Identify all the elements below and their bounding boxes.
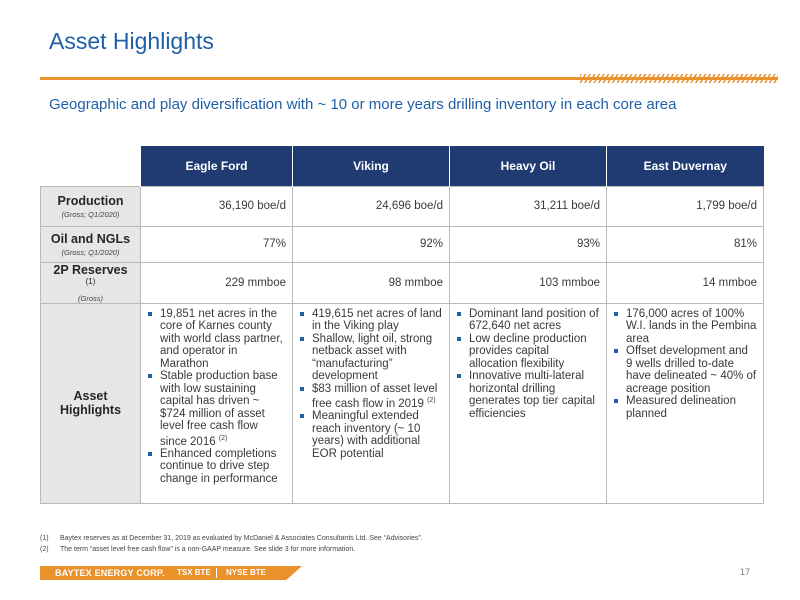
cell-production-viking: 24,696 boe/d	[292, 185, 450, 227]
table-row-highlights: Asset Highlights 19,851 net acres in the…	[40, 302, 764, 504]
list-item: Enhanced completions continue to drive s…	[147, 448, 286, 486]
row-label-text: Asset Highlights	[59, 389, 122, 418]
table-row-oil-ngls: Oil and NGLs (Gross; Q1/2020) 77% 92% 93…	[40, 225, 764, 263]
list-item: Offset development and 9 wells drilled t…	[613, 345, 757, 395]
row-label-text: 2P Reserves (1)	[47, 263, 134, 292]
footer-tsx-ticker: TSX BTE	[177, 568, 211, 577]
footer-nyse-ticker: NYSE BTE	[226, 568, 267, 577]
page-title: Asset Highlights	[49, 28, 214, 54]
cell-highlights-heavy-oil: Dominant land position of 672,640 net ac…	[449, 302, 607, 504]
bullet-list: 419,615 net acres of land in the Viking …	[299, 308, 443, 461]
footer-company-logo: BAYTEX ENERGY CORP.	[55, 568, 165, 578]
list-item: 176,000 acres of 100% W.I. lands in the …	[613, 308, 757, 346]
list-item: 19,851 net acres in the core of Karnes c…	[147, 308, 286, 371]
footnote-text: Baytex reserves as at December 31, 2019 …	[60, 535, 423, 542]
list-item: Low decline production provides capital …	[456, 333, 600, 371]
cell-oil-ngls-heavy-oil: 93%	[449, 225, 607, 263]
bullet-list: 176,000 acres of 100% W.I. lands in the …	[613, 308, 757, 421]
cell-highlights-east-duvernay: 176,000 acres of 100% W.I. lands in the …	[606, 302, 764, 504]
cell-reserves-heavy-oil: 103 mmboe	[449, 261, 607, 304]
list-item: Measured delineation planned	[613, 395, 757, 420]
bullet-list: Dominant land position of 672,640 net ac…	[456, 308, 600, 421]
list-item: Innovative multi-lateral horizontal dril…	[456, 370, 600, 420]
table-header-row: Eagle Ford Viking Heavy Oil East Duverna…	[40, 146, 764, 186]
header-blank-cell	[40, 146, 141, 186]
cell-oil-ngls-viking: 92%	[292, 225, 450, 263]
row-label-oil-ngls: Oil and NGLs (Gross; Q1/2020)	[40, 225, 141, 263]
row-label-subtext: (Gross; Q1/2020)	[61, 209, 120, 219]
asset-table: Eagle Ford Viking Heavy Oil East Duverna…	[40, 146, 764, 504]
footer-divider	[216, 568, 217, 578]
bullet-text: Stable production base with low sustaini…	[160, 370, 278, 448]
footnote-ref: (2)	[427, 397, 436, 405]
page-subtitle: Geographic and play diversification with…	[49, 96, 677, 113]
row-label-highlights: Asset Highlights	[40, 302, 141, 504]
row-label-subtext: (Gross; Q1/2020)	[61, 247, 120, 257]
cell-production-eagle-ford: 36,190 boe/d	[140, 185, 293, 227]
list-item: Stable production base with low sustaini…	[147, 370, 286, 448]
column-header-eagle-ford: Eagle Ford	[140, 146, 293, 186]
bullet-list: 19,851 net acres in the core of Karnes c…	[147, 308, 286, 486]
footnote-text: The term “asset level free cash flow” is…	[60, 546, 356, 553]
cell-highlights-viking: 419,615 net acres of land in the Viking …	[292, 302, 450, 504]
footnote-number: (1)	[40, 535, 49, 542]
list-item: Shallow, light oil, strong netback asset…	[299, 333, 443, 383]
page-number: 17	[740, 567, 751, 577]
cell-oil-ngls-east-duvernay: 81%	[606, 225, 764, 263]
cell-reserves-eagle-ford: 229 mmboe	[140, 261, 293, 304]
list-item: Dominant land position of 672,640 net ac…	[456, 308, 600, 333]
bullet-text: $83 million of asset level free cash flo…	[312, 382, 438, 410]
footnote-number: (2)	[40, 546, 49, 553]
column-header-heavy-oil: Heavy Oil	[449, 146, 607, 186]
row-label-text: Oil and NGLs	[50, 231, 131, 246]
cell-production-east-duvernay: 1,799 boe/d	[606, 185, 764, 227]
footnotes: (1) Baytex reserves as at December 31, 20…	[40, 533, 423, 555]
column-header-viking: Viking	[292, 146, 450, 186]
row-label-production: Production (Gross; Q1/2020)	[40, 185, 141, 227]
title-divider-hatch	[580, 74, 778, 83]
list-item: 419,615 net acres of land in the Viking …	[299, 308, 443, 333]
cell-production-heavy-oil: 31,211 boe/d	[449, 185, 607, 227]
table-row-production: Production (Gross; Q1/2020) 36,190 boe/d…	[40, 185, 764, 227]
reserves-label: 2P Reserves	[53, 262, 128, 277]
column-header-east-duvernay: East Duvernay	[606, 146, 764, 186]
footnote: (2) The term “asset level free cash flow”…	[40, 544, 423, 555]
cell-oil-ngls-eagle-ford: 77%	[140, 225, 293, 263]
row-label-text: Production	[57, 193, 124, 208]
table-row-reserves: 2P Reserves (1) (Gross) 229 mmboe 98 mmb…	[40, 261, 764, 304]
row-label-subtext: (Gross)	[78, 293, 103, 303]
list-item: Meaningful extended reach inventory (~ 1…	[299, 410, 443, 460]
title-divider	[40, 77, 778, 80]
row-label-reserves: 2P Reserves (1) (Gross)	[40, 261, 141, 304]
cell-reserves-viking: 98 mmboe	[292, 261, 450, 304]
cell-highlights-eagle-ford: 19,851 net acres in the core of Karnes c…	[140, 302, 293, 504]
footnote-ref: (1)	[85, 276, 96, 286]
footer-brand-bar	[40, 566, 302, 580]
footnote-ref: (2)	[218, 434, 228, 442]
list-item: $83 million of asset level free cash flo…	[299, 383, 443, 411]
cell-reserves-east-duvernay: 14 mmboe	[606, 261, 764, 304]
footnote: (1) Baytex reserves as at December 31, 20…	[40, 533, 423, 544]
